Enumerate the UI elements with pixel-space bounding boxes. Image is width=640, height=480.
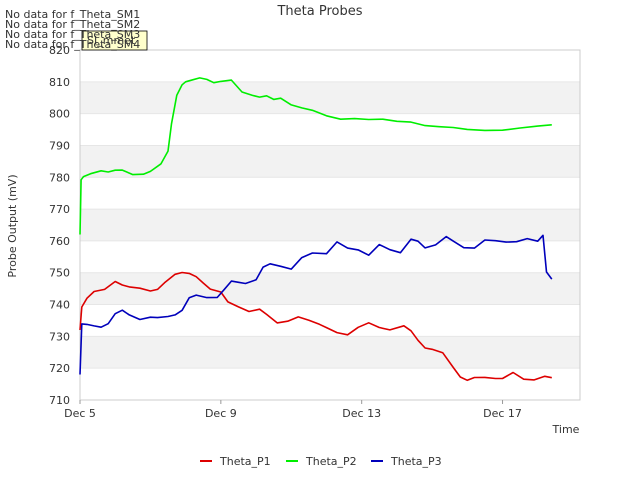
plot-band — [80, 272, 580, 305]
y-tick-label: 730 — [49, 330, 70, 343]
y-axis-label: Probe Output (mV) — [6, 174, 19, 277]
legend-label: Theta_P1 — [219, 455, 271, 468]
series-line-theta_p2 — [79, 77, 552, 235]
chart-title: Theta Probes — [276, 4, 362, 19]
legend: Theta_P1 Theta_P2 Theta_P3 — [200, 455, 442, 468]
legend-label: Theta_P2 — [305, 455, 357, 468]
x-tick-label: Dec 13 — [342, 407, 381, 420]
y-tick-label: 790 — [49, 139, 70, 152]
y-tick-label: 800 — [49, 108, 70, 121]
no-data-message-sm3: No data for f_Theta_SM3 — [5, 28, 140, 41]
x-tick-labels: Dec 5 Dec 9 Dec 13 Dec 17 — [64, 400, 522, 420]
plot-band — [80, 145, 580, 178]
no-data-message-sm4: No data for f_Theta_SM4 — [5, 38, 140, 51]
plot-bands — [80, 81, 580, 369]
y-tick-label: 780 — [49, 171, 70, 184]
series-line-theta_p3 — [79, 234, 553, 375]
y-tick-label: 750 — [49, 267, 70, 280]
y-tick-labels: 710 720 730 740 750 760 770 780 790 800 810 820 — [49, 44, 70, 407]
y-tick-label: 710 — [49, 394, 70, 407]
y-tick-label: 740 — [49, 299, 70, 312]
legend-label: Theta_P3 — [390, 455, 442, 468]
y-tick-label: 760 — [49, 235, 70, 248]
x-tick-label: Dec 5 — [64, 407, 96, 420]
plot-band — [80, 336, 580, 369]
badge-box — [81, 30, 148, 51]
series-line-theta_p1 — [79, 271, 552, 382]
y-tick-label: 770 — [49, 203, 70, 216]
no-data-message-sm2: No data for f_Theta_SM2 — [5, 18, 140, 31]
series-lines — [79, 77, 553, 382]
x-tick-label: Dec 17 — [483, 407, 522, 420]
x-axis-label: Time — [552, 423, 580, 436]
plot-band — [80, 209, 580, 241]
y-tick-label: 810 — [49, 76, 70, 89]
plot-band — [80, 81, 580, 114]
badge-label: SI_mmet — [87, 34, 136, 47]
x-tick-label: Dec 9 — [205, 407, 237, 420]
y-tick-label: 820 — [49, 44, 70, 57]
no-data-message-sm1: No data for f_Theta_SM1 — [5, 8, 140, 21]
no-data-messages: SI_mmet No data for f_Theta_SM1 No data … — [5, 8, 148, 51]
y-tick-label: 720 — [49, 362, 70, 375]
